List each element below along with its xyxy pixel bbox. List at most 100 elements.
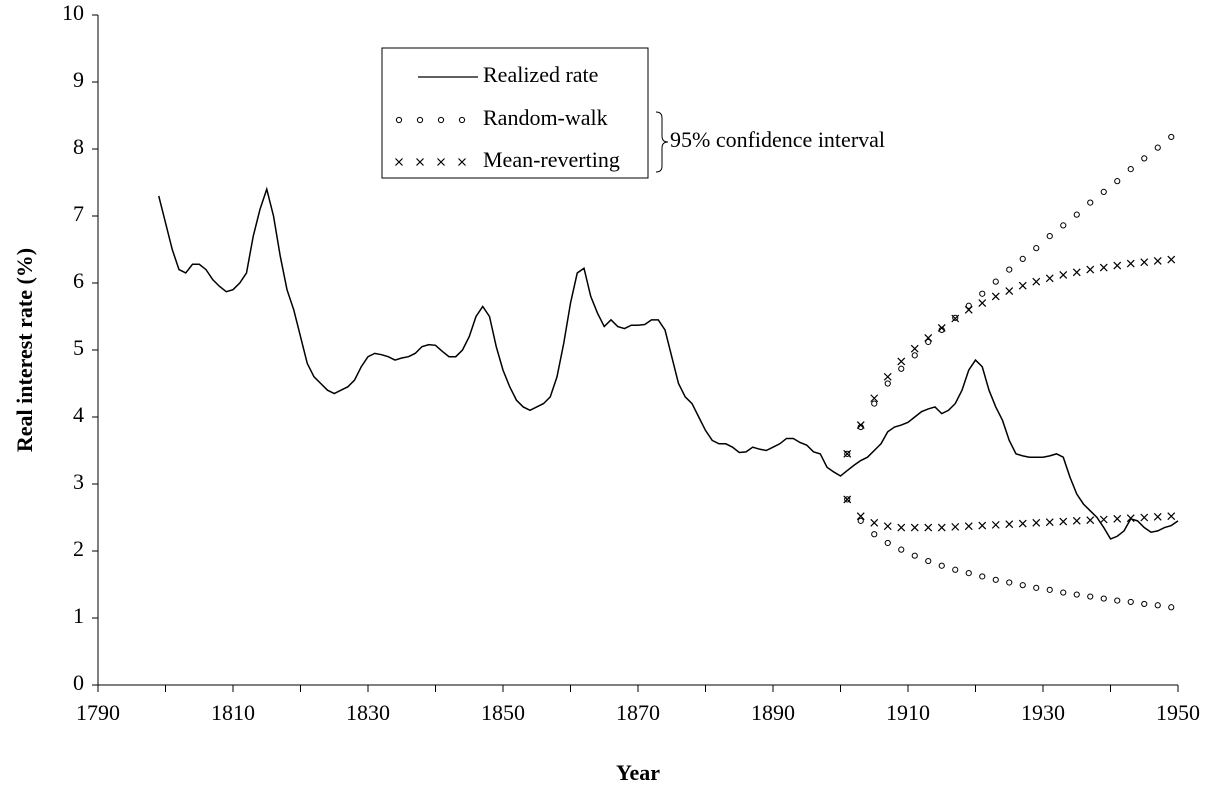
marker bbox=[1072, 516, 1081, 525]
marker bbox=[1019, 255, 1026, 262]
marker bbox=[1087, 593, 1094, 600]
marker bbox=[1140, 258, 1149, 267]
marker bbox=[1113, 261, 1122, 270]
marker bbox=[992, 576, 999, 583]
marker bbox=[1126, 259, 1135, 268]
marker bbox=[871, 531, 878, 538]
marker bbox=[844, 450, 851, 457]
legend-box bbox=[381, 47, 649, 179]
marker bbox=[911, 552, 918, 559]
marker bbox=[884, 380, 891, 387]
marker bbox=[1099, 263, 1108, 272]
marker bbox=[1046, 233, 1053, 240]
marker bbox=[1018, 519, 1027, 528]
legend-swatch bbox=[458, 116, 466, 124]
marker bbox=[965, 302, 972, 309]
marker bbox=[1154, 144, 1161, 151]
marker bbox=[1140, 513, 1149, 522]
marker bbox=[897, 357, 906, 366]
x-tick-label: 1910 bbox=[886, 700, 930, 725]
marker bbox=[1045, 274, 1054, 283]
marker bbox=[938, 562, 945, 569]
marker bbox=[1153, 256, 1162, 265]
marker bbox=[992, 278, 999, 285]
annotation: 95% confidence interval bbox=[670, 127, 885, 152]
marker bbox=[1087, 199, 1094, 206]
y-tick-label: 8 bbox=[73, 134, 84, 159]
marker bbox=[951, 522, 960, 531]
legend-swatch bbox=[437, 116, 445, 124]
y-tick-label: 10 bbox=[62, 0, 84, 25]
x-tick-label: 1830 bbox=[346, 700, 390, 725]
x-tick-label: 1930 bbox=[1021, 700, 1065, 725]
legend-label: Realized rate bbox=[483, 62, 598, 87]
marker bbox=[937, 523, 946, 532]
y-tick-label: 0 bbox=[73, 670, 84, 695]
marker bbox=[952, 314, 959, 321]
marker bbox=[979, 290, 986, 297]
marker bbox=[952, 566, 959, 573]
marker bbox=[843, 449, 852, 458]
marker bbox=[870, 394, 879, 403]
x-tick-label: 1870 bbox=[616, 700, 660, 725]
marker bbox=[1154, 602, 1161, 609]
x-tick-label: 1890 bbox=[751, 700, 795, 725]
marker bbox=[1060, 222, 1067, 229]
marker bbox=[1100, 188, 1107, 195]
x-tick-label: 1810 bbox=[211, 700, 255, 725]
marker bbox=[1046, 586, 1053, 593]
marker bbox=[1114, 597, 1121, 604]
marker bbox=[925, 338, 932, 346]
marker bbox=[1005, 287, 1014, 295]
y-tick-label: 5 bbox=[73, 335, 84, 360]
marker bbox=[1141, 155, 1148, 162]
y-tick-label: 2 bbox=[73, 536, 84, 561]
marker bbox=[1073, 211, 1080, 218]
marker bbox=[1127, 166, 1134, 173]
y-tick-label: 1 bbox=[73, 603, 84, 628]
marker bbox=[1032, 518, 1041, 527]
marker bbox=[1168, 604, 1175, 611]
x-axis-title: Year bbox=[616, 760, 660, 785]
marker bbox=[910, 523, 919, 532]
legend-brace bbox=[655, 111, 669, 173]
marker bbox=[1168, 133, 1175, 141]
marker bbox=[871, 400, 878, 407]
marker bbox=[1033, 584, 1040, 591]
marker bbox=[911, 352, 918, 359]
marker bbox=[1141, 600, 1148, 608]
marker bbox=[1032, 277, 1041, 286]
marker bbox=[857, 517, 864, 524]
marker bbox=[1005, 520, 1014, 529]
legend-swatch bbox=[395, 158, 403, 166]
x-tick-label: 1790 bbox=[76, 700, 120, 725]
y-tick-label: 6 bbox=[73, 268, 84, 293]
marker bbox=[1006, 579, 1013, 586]
marker bbox=[1086, 516, 1095, 525]
marker bbox=[964, 305, 973, 314]
legend-swatch bbox=[416, 116, 424, 124]
marker bbox=[898, 365, 905, 372]
legend-label: Random-walk bbox=[483, 105, 608, 130]
marker bbox=[1099, 515, 1108, 524]
marker bbox=[883, 372, 892, 381]
marker bbox=[1059, 271, 1068, 279]
marker bbox=[910, 344, 919, 353]
marker bbox=[843, 495, 852, 504]
marker bbox=[898, 546, 905, 553]
marker bbox=[937, 323, 946, 332]
marker bbox=[1167, 512, 1176, 521]
marker bbox=[1073, 591, 1080, 598]
marker bbox=[1072, 268, 1081, 277]
marker bbox=[1059, 517, 1068, 526]
marker bbox=[1006, 266, 1013, 273]
marker bbox=[1019, 582, 1026, 589]
legend-swatch bbox=[437, 158, 445, 166]
legend-swatch bbox=[458, 158, 466, 166]
marker bbox=[979, 573, 986, 580]
marker bbox=[964, 522, 973, 531]
marker bbox=[991, 292, 1000, 301]
marker bbox=[1114, 178, 1121, 185]
